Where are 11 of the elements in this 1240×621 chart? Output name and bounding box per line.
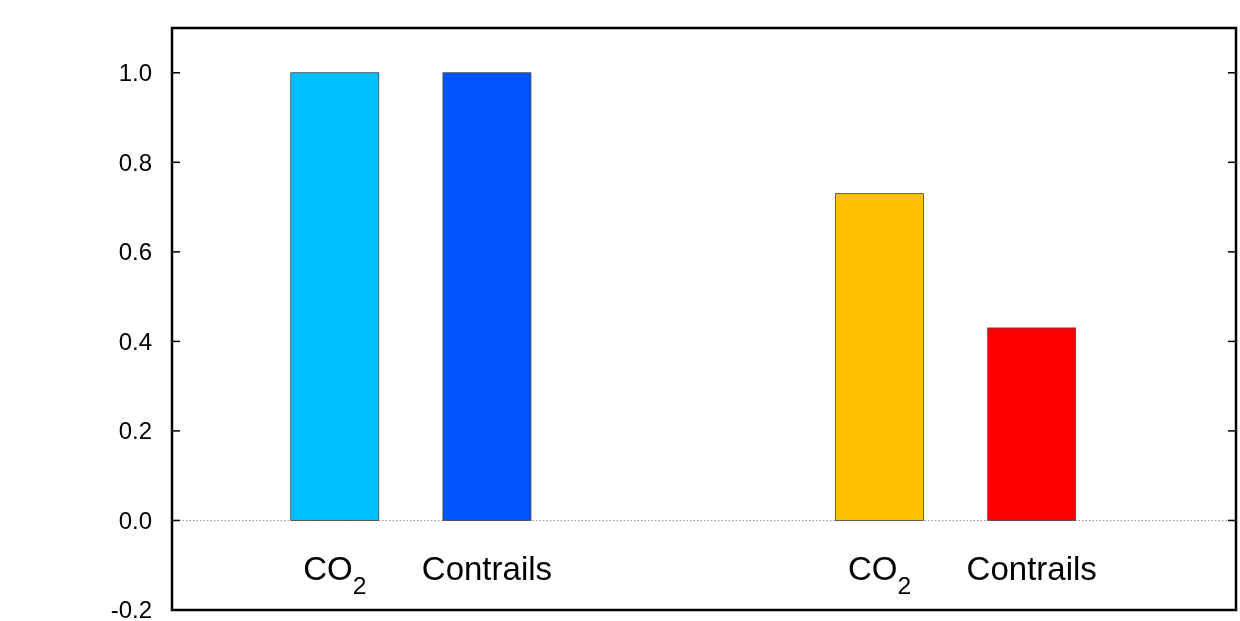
y-tick-label: 0.2 [118,417,152,445]
y-tick-label: -0.2 [110,596,152,621]
y-tick-label: 0.8 [118,148,152,176]
x-tick-label: CO$_{2}$ [847,550,912,599]
y-tick-label: 1.0 [118,59,152,87]
x-tick-label: CO$_{2}$ [303,550,367,599]
x-tick-label: Contrails [421,550,553,587]
y-tick-label: 0.4 [118,327,152,355]
y-tick-label: 0.0 [118,506,152,534]
x-tick-label: Contrails [966,550,1097,587]
y-tick-label: 0.6 [118,238,152,266]
